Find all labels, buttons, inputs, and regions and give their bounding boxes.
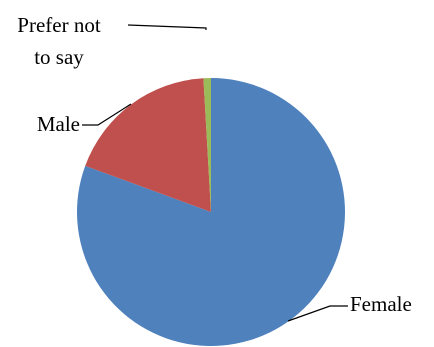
- slice-label-male: Male: [37, 112, 80, 136]
- pie-slice-female: [77, 78, 346, 347]
- leader-line-male: [82, 103, 132, 126]
- pie-slice-prefer-not-to-say: [203, 77, 211, 212]
- leader-line-prefer-not-to-say: [127, 24, 207, 30]
- leader-line-female: [287, 305, 348, 322]
- slice-label-female: Female: [350, 292, 412, 316]
- slice-label-prefer-not-to-say: Prefer not to say: [17, 13, 101, 69]
- pie-slice-male: [85, 78, 211, 213]
